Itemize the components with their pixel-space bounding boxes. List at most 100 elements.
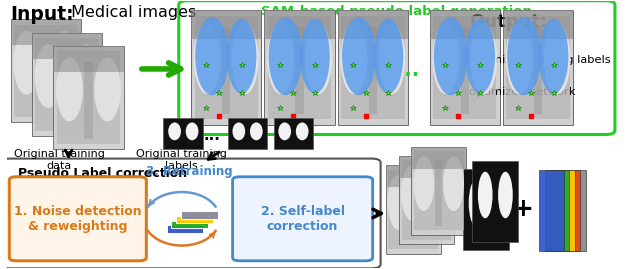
FancyBboxPatch shape [369, 27, 377, 114]
FancyBboxPatch shape [264, 10, 335, 125]
FancyBboxPatch shape [232, 177, 372, 261]
Text: 1. Noise detection
& reweighting: 1. Noise detection & reweighting [14, 205, 141, 233]
Text: Medical images: Medical images [65, 5, 196, 20]
Ellipse shape [468, 180, 483, 226]
Text: optimized training labels: optimized training labels [469, 55, 611, 65]
Ellipse shape [498, 172, 513, 218]
Ellipse shape [296, 122, 308, 140]
FancyBboxPatch shape [385, 165, 440, 254]
FancyBboxPatch shape [545, 170, 569, 251]
FancyBboxPatch shape [179, 1, 615, 134]
Ellipse shape [443, 156, 464, 211]
FancyBboxPatch shape [172, 221, 208, 228]
FancyBboxPatch shape [338, 10, 408, 39]
FancyBboxPatch shape [461, 27, 469, 114]
Ellipse shape [250, 122, 262, 140]
Ellipse shape [465, 19, 495, 94]
Ellipse shape [434, 17, 468, 95]
Ellipse shape [506, 23, 532, 94]
Ellipse shape [232, 23, 259, 94]
FancyBboxPatch shape [423, 169, 430, 235]
FancyBboxPatch shape [63, 48, 71, 126]
FancyBboxPatch shape [195, 16, 258, 119]
FancyBboxPatch shape [503, 10, 573, 125]
FancyBboxPatch shape [1, 159, 381, 268]
FancyBboxPatch shape [410, 179, 417, 245]
FancyBboxPatch shape [191, 10, 261, 39]
Ellipse shape [269, 17, 302, 95]
Ellipse shape [13, 31, 40, 95]
Ellipse shape [300, 19, 330, 94]
FancyBboxPatch shape [399, 156, 454, 178]
Text: 2. Self-label
correction: 2. Self-label correction [260, 205, 344, 233]
FancyBboxPatch shape [385, 165, 440, 187]
Ellipse shape [51, 31, 78, 95]
Text: +: + [513, 197, 534, 221]
Text: SAM-based pseudo label generation: SAM-based pseudo label generation [261, 5, 532, 18]
FancyBboxPatch shape [412, 147, 467, 169]
FancyBboxPatch shape [53, 46, 124, 72]
FancyBboxPatch shape [414, 151, 463, 231]
Ellipse shape [227, 19, 257, 94]
FancyBboxPatch shape [341, 16, 404, 119]
FancyBboxPatch shape [35, 38, 99, 131]
FancyBboxPatch shape [429, 10, 500, 39]
Ellipse shape [379, 23, 405, 94]
Ellipse shape [232, 122, 245, 140]
Ellipse shape [417, 175, 438, 230]
FancyBboxPatch shape [388, 170, 438, 249]
Text: Input:: Input: [10, 5, 74, 24]
Ellipse shape [544, 23, 570, 94]
FancyBboxPatch shape [429, 10, 500, 125]
Text: ...: ... [204, 128, 221, 143]
Ellipse shape [431, 166, 452, 220]
FancyBboxPatch shape [463, 169, 509, 250]
Ellipse shape [35, 44, 61, 108]
Text: Original training
labels: Original training labels [136, 149, 227, 171]
Ellipse shape [388, 175, 409, 230]
Ellipse shape [374, 19, 403, 94]
Ellipse shape [94, 58, 121, 121]
Text: optimized network: optimized network [469, 87, 576, 97]
FancyBboxPatch shape [10, 177, 147, 261]
FancyBboxPatch shape [57, 51, 120, 144]
FancyBboxPatch shape [191, 10, 261, 125]
Ellipse shape [186, 122, 198, 140]
FancyBboxPatch shape [268, 16, 332, 119]
FancyBboxPatch shape [472, 161, 518, 242]
Text: ...: ... [397, 61, 419, 80]
Text: 3. Retraining: 3. Retraining [147, 165, 233, 178]
FancyBboxPatch shape [42, 35, 50, 112]
Text: Original training
data: Original training data [14, 149, 105, 171]
FancyBboxPatch shape [433, 16, 497, 119]
FancyBboxPatch shape [295, 27, 304, 114]
Ellipse shape [194, 23, 221, 94]
FancyBboxPatch shape [550, 170, 575, 251]
Ellipse shape [478, 172, 493, 218]
FancyBboxPatch shape [32, 33, 102, 59]
Ellipse shape [401, 166, 422, 220]
Text: Output:: Output: [469, 13, 547, 31]
Ellipse shape [489, 180, 504, 226]
Ellipse shape [195, 17, 229, 95]
FancyBboxPatch shape [561, 170, 586, 251]
FancyBboxPatch shape [338, 10, 408, 125]
Ellipse shape [56, 58, 83, 121]
Ellipse shape [305, 23, 332, 94]
FancyBboxPatch shape [556, 170, 580, 251]
FancyBboxPatch shape [402, 160, 451, 240]
FancyBboxPatch shape [176, 216, 212, 223]
FancyBboxPatch shape [163, 118, 204, 149]
FancyBboxPatch shape [32, 33, 102, 136]
Ellipse shape [539, 19, 568, 94]
FancyBboxPatch shape [412, 147, 467, 235]
FancyBboxPatch shape [222, 27, 230, 114]
FancyBboxPatch shape [399, 156, 454, 244]
Ellipse shape [470, 23, 497, 94]
FancyBboxPatch shape [166, 225, 203, 233]
Ellipse shape [507, 17, 541, 95]
FancyBboxPatch shape [534, 27, 542, 114]
FancyBboxPatch shape [14, 24, 77, 117]
FancyBboxPatch shape [264, 10, 335, 39]
Ellipse shape [278, 122, 291, 140]
